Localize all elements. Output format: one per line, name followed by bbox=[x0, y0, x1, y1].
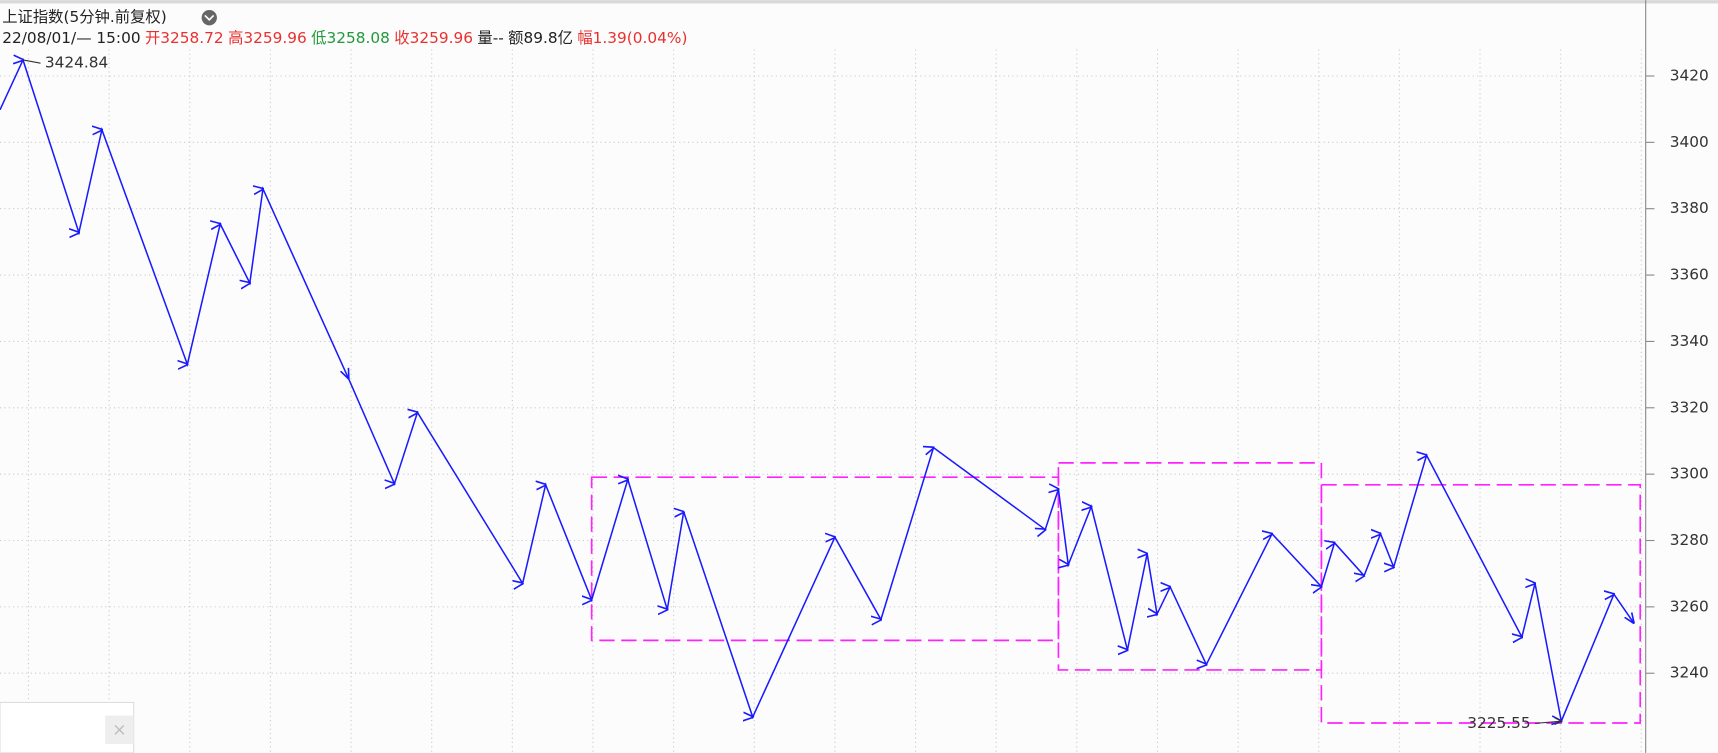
annotation-label: 3225.55 bbox=[1467, 714, 1530, 732]
plot: 3424.84 3225.55 bbox=[0, 54, 1642, 732]
y-tick-label: 3360 bbox=[1670, 266, 1709, 284]
info-item: 高3259.96 bbox=[228, 29, 307, 47]
y-tick-label: 3400 bbox=[1670, 133, 1709, 151]
dropdown-icon[interactable] bbox=[201, 10, 217, 26]
chart-title: 上证指数(5分钟.前复权) bbox=[2, 8, 167, 26]
y-tick-label: 3240 bbox=[1670, 664, 1709, 682]
info-item: 22/08/01/— 15:00 bbox=[2, 29, 140, 47]
info-item: 低3258.08 bbox=[311, 29, 390, 47]
top-bar bbox=[0, 0, 1718, 4]
info-item: 幅1.39(0.04%) bbox=[577, 29, 687, 47]
y-tick-label: 3280 bbox=[1670, 531, 1709, 549]
info-item: 量-- bbox=[477, 29, 503, 47]
popup bbox=[0, 701, 135, 753]
y-tick-label: 3340 bbox=[1670, 332, 1709, 350]
annotation-arrow bbox=[1534, 717, 1563, 725]
info-item: 额89.8亿 bbox=[508, 29, 573, 47]
y-tick-label: 3380 bbox=[1670, 199, 1709, 217]
zigzag-line bbox=[0, 60, 1634, 721]
annotation-label: 3424.84 bbox=[45, 54, 108, 72]
info-item: 收3259.96 bbox=[394, 29, 473, 47]
info-item: 开3258.72 bbox=[145, 29, 224, 47]
y-tick-label: 3320 bbox=[1670, 398, 1709, 416]
info-line: 22/08/01/— 15:00 开3258.72 高3259.96 低3258.08… bbox=[2, 29, 687, 47]
annotation-arrow bbox=[22, 59, 41, 64]
close-icon bbox=[114, 725, 125, 735]
y-tick-label: 3260 bbox=[1670, 597, 1709, 615]
grid: 3240 3260 3280 3300 3320 3340 3360 3380 3400 3420 bbox=[0, 49, 1709, 753]
y-tick-label: 3420 bbox=[1670, 66, 1709, 84]
y-tick-label: 3300 bbox=[1670, 465, 1709, 483]
dropdown-arrow bbox=[204, 14, 215, 22]
